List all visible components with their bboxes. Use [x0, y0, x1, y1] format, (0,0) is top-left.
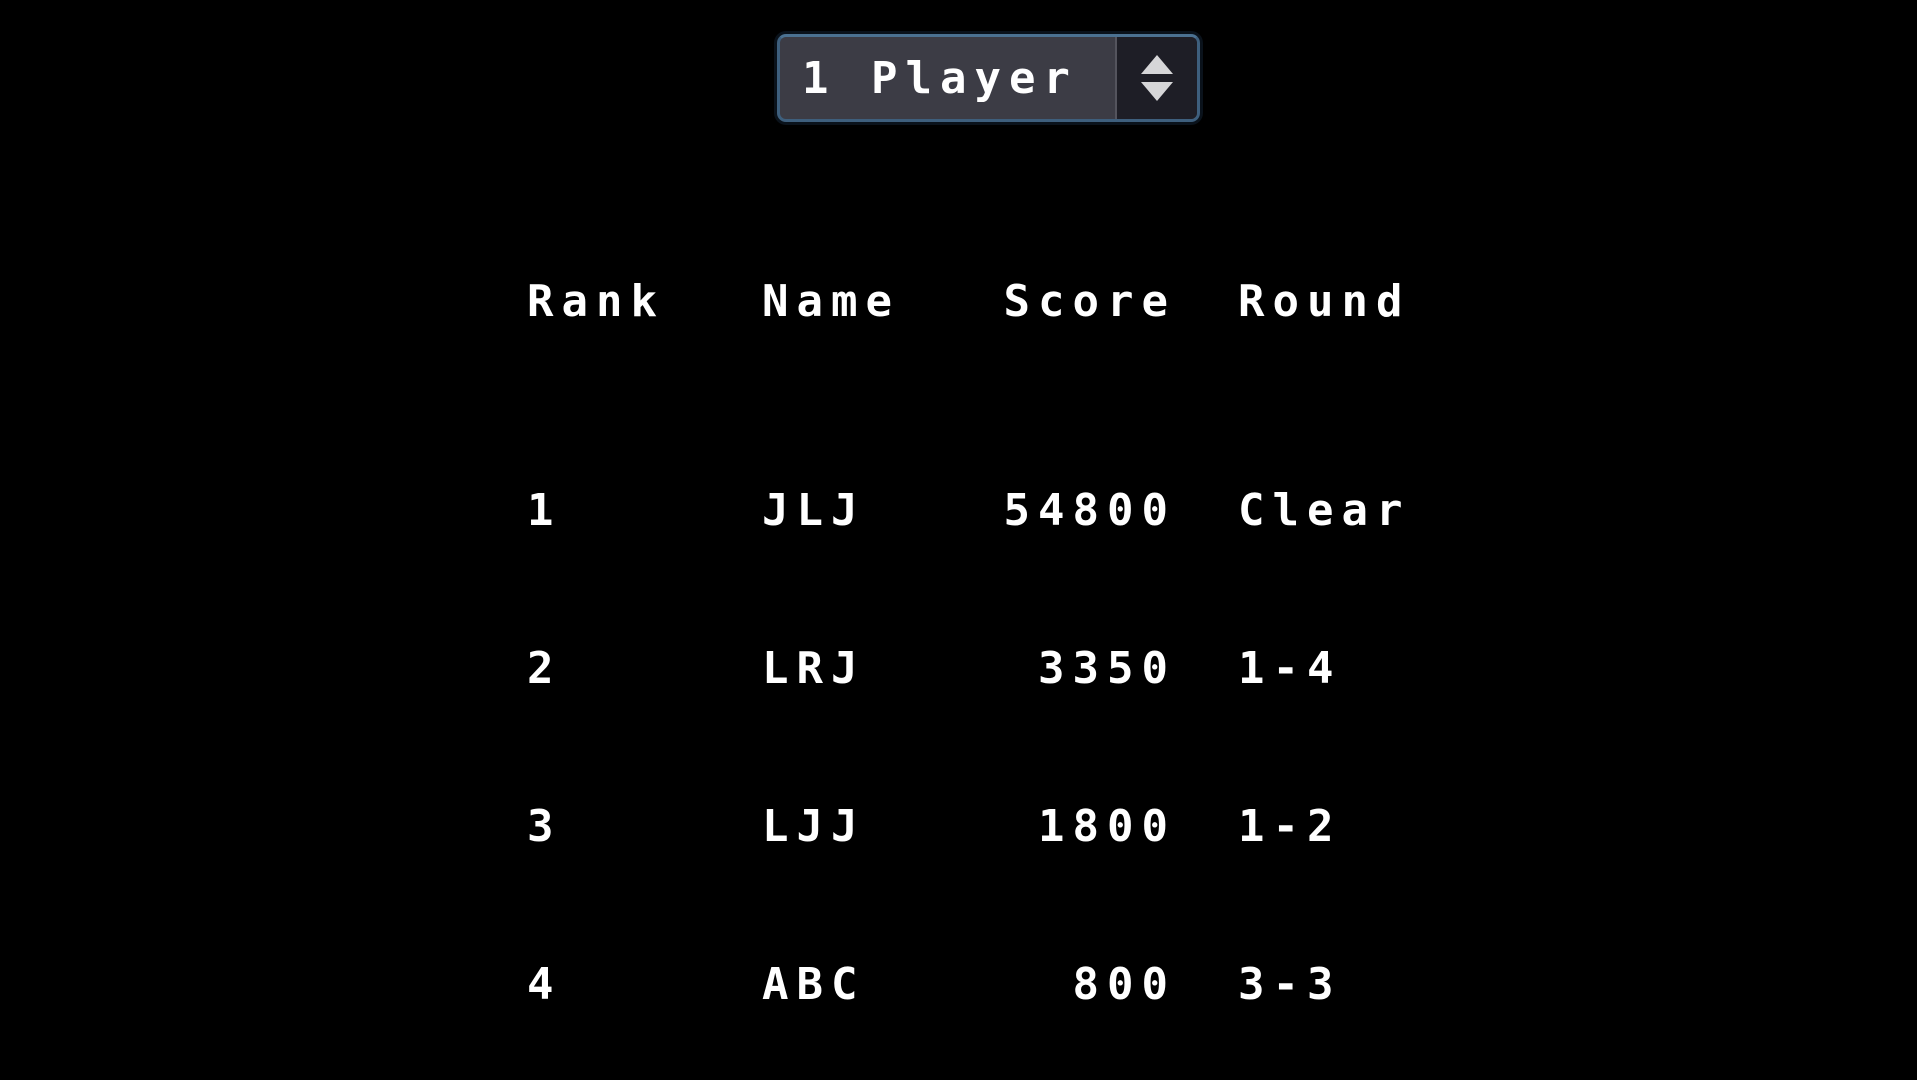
cell-score: 3350: [1038, 642, 1176, 694]
header-name: Name: [762, 275, 900, 327]
table-row: 1 JLJ 54800 Clear: [527, 482, 1410, 538]
table-row: 3 LJJ 1800 1-2: [527, 798, 1410, 854]
cell-round: 1-2: [1238, 800, 1342, 852]
cell-score: 800: [1072, 958, 1176, 1010]
cell-round: Clear: [1238, 484, 1411, 536]
table-row: 2 LRJ 3350 1-4: [527, 640, 1410, 696]
up-arrow-icon: [1141, 55, 1173, 74]
spinner-up-button[interactable]: [1139, 55, 1175, 75]
cell-rank: 4: [527, 958, 562, 1010]
cell-round: 3-3: [1238, 958, 1342, 1010]
cell-score: 1800: [1038, 800, 1176, 852]
cell-rank: 3: [527, 800, 562, 852]
spinner-down-button[interactable]: [1139, 82, 1175, 102]
cell-rank: 2: [527, 642, 562, 694]
leaderboard-header-row: Rank Name Score Round: [527, 273, 1410, 329]
player-count-select[interactable]: 1 Player: [777, 34, 1200, 122]
leaderboard-table: Rank Name Score Round 1 JLJ 54800 Clear …: [527, 171, 1410, 1080]
header-round: Round: [1238, 275, 1411, 327]
cell-name: JLJ: [762, 484, 866, 536]
down-arrow-icon: [1141, 82, 1173, 101]
player-count-spinner[interactable]: [1115, 37, 1197, 119]
cell-name: LJJ: [762, 800, 866, 852]
header-rank: Rank: [527, 275, 665, 327]
header-score: Score: [1003, 275, 1176, 327]
player-count-value[interactable]: 1 Player: [802, 52, 1078, 104]
cell-score: 54800: [1003, 484, 1176, 536]
cell-name: LRJ: [762, 642, 866, 694]
cell-rank: 1: [527, 484, 562, 536]
cell-round: 1-4: [1238, 642, 1342, 694]
table-row: 4 ABC 800 3-3: [527, 956, 1410, 1012]
cell-name: ABC: [762, 958, 866, 1010]
